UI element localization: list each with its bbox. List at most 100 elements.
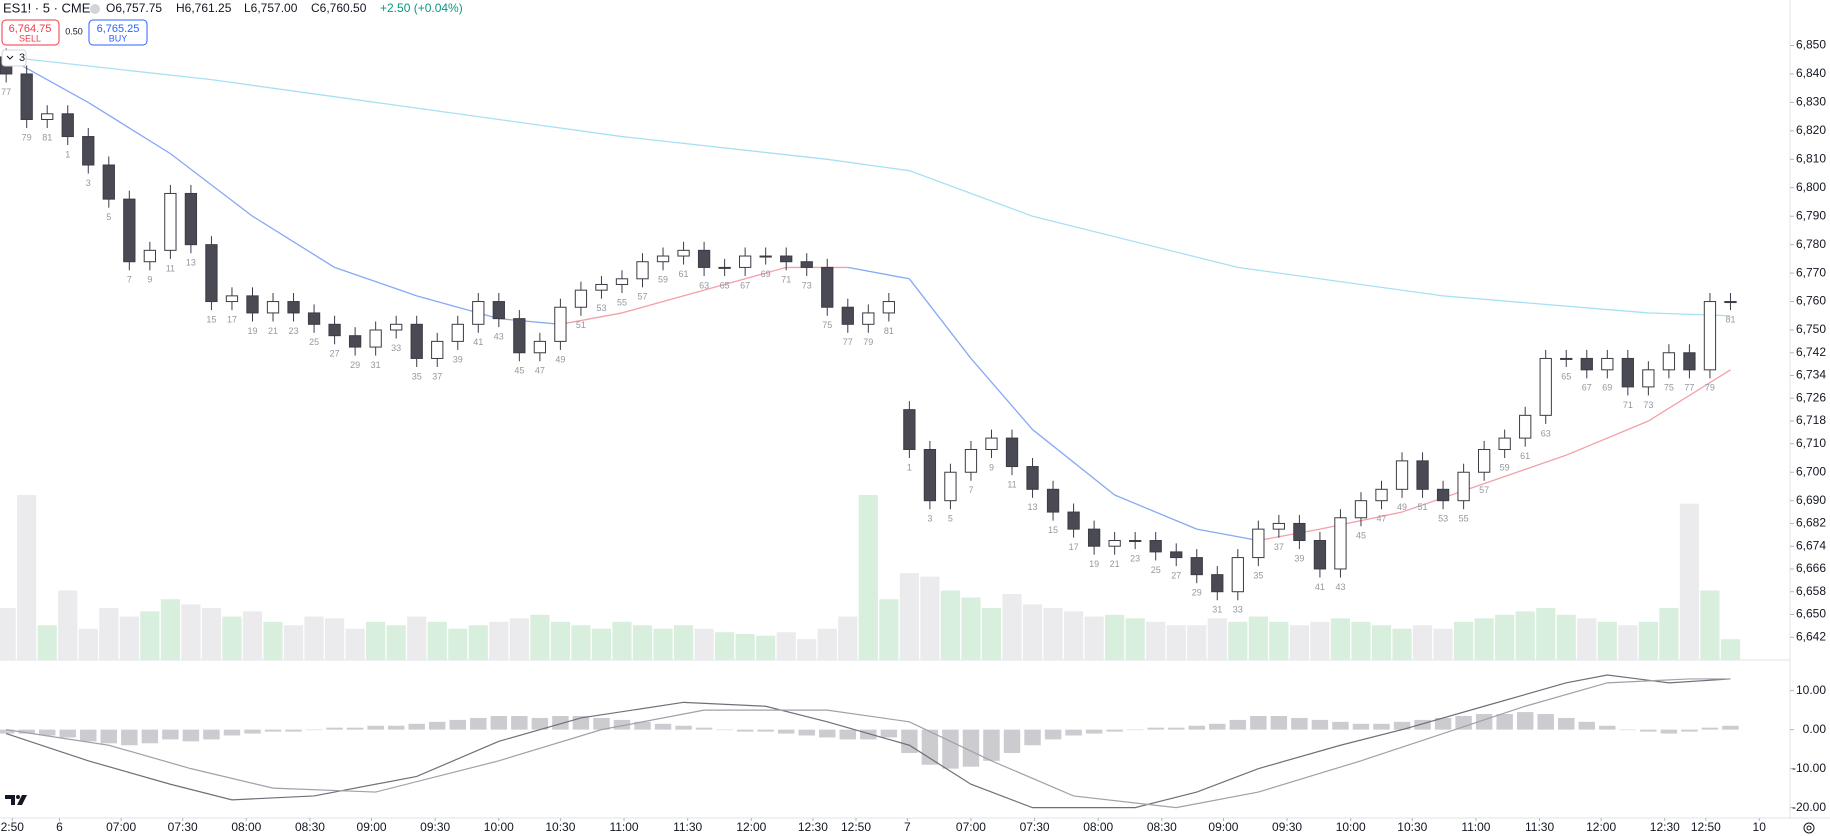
bar-count-label: 63 (1541, 428, 1551, 438)
candle-body (636, 261, 649, 280)
macd-histogram-bar (1332, 721, 1349, 730)
volume-bar (838, 616, 858, 660)
candle-body (985, 437, 998, 450)
volume-bar (1289, 625, 1309, 660)
bar-count-label: 5 (948, 514, 953, 524)
sell-price[interactable]: 6,764.75 (9, 23, 52, 35)
bar-count-label: 79 (1705, 383, 1715, 393)
gear-icon[interactable] (1803, 822, 1815, 834)
bar-count-label: 75 (1664, 383, 1674, 393)
volume-bar (1515, 611, 1535, 660)
candle-body (1416, 460, 1429, 490)
candle-body (1560, 357, 1573, 360)
macd-histogram-bar (1024, 729, 1041, 746)
bar-count-label: 29 (1192, 588, 1202, 598)
buy-button[interactable] (88, 19, 148, 46)
ma-fast-segment (1566, 420, 1649, 456)
macd-histogram-bar (1044, 729, 1062, 740)
candle-body (369, 329, 382, 348)
bar-count-label: 57 (638, 292, 648, 302)
candle-body (513, 318, 526, 354)
bar-count-label: 59 (658, 275, 668, 285)
candle-body (1231, 557, 1244, 593)
candle-body (615, 278, 629, 285)
bar-count-label: 31 (371, 360, 381, 370)
indicator-toggle[interactable] (1, 49, 27, 67)
candle-body (1621, 357, 1634, 388)
candle-body (61, 113, 74, 138)
x-tick-label: 08:30 (1147, 820, 1177, 834)
macd-histogram-bar (387, 725, 405, 730)
settings-icon[interactable] (1803, 822, 1815, 834)
chevron-icon[interactable] (6, 55, 14, 60)
ohlc-change: +2.50 (+0.04%) (380, 1, 463, 15)
candle-body (739, 255, 752, 268)
bar-count-label: 37 (1274, 542, 1284, 552)
volume-bar (1166, 625, 1186, 660)
x-tick-label: 10:00 (484, 820, 514, 834)
volume-bar (1495, 614, 1515, 660)
bar-count-label: 73 (1643, 400, 1653, 410)
macd-histogram-bar (490, 715, 508, 730)
x-tick-label: 09:30 (1272, 820, 1302, 834)
x-tick-label: 07:00 (106, 820, 136, 834)
gear-center[interactable] (1806, 825, 1812, 831)
candle-body (1334, 517, 1347, 570)
ma-slow-line (6, 56, 1731, 317)
volume-bar (1474, 618, 1494, 660)
volume-bar (571, 625, 591, 660)
y-tick-label: 6,780 (1796, 237, 1826, 251)
ma-fast-segment (252, 215, 335, 268)
sell-label[interactable]: SELL (19, 33, 41, 43)
macd-histogram-bar (1434, 717, 1452, 730)
volume-bar (222, 616, 242, 660)
bar-count-label: 5 (106, 212, 111, 222)
indicator-count[interactable]: 3 (19, 52, 25, 64)
candle-body (1005, 437, 1019, 468)
candle-body (390, 323, 403, 331)
macd-histogram-bar (1537, 714, 1554, 730)
macd-histogram-bar (613, 719, 631, 730)
y-tick-label: 6,726 (1796, 390, 1826, 404)
bar-count-label: 19 (247, 326, 257, 336)
y-tick-label: 6,760 (1796, 294, 1826, 308)
bar-count-label: 1 (65, 149, 70, 159)
candle-body (595, 283, 608, 291)
macd-histogram-bar (1722, 725, 1739, 730)
candle-body (1724, 301, 1737, 304)
macd-histogram-bar (39, 729, 56, 736)
bar-count-label: 81 (1725, 314, 1735, 324)
bar-count-label: 77 (1, 87, 11, 97)
buy-price[interactable]: 6,765.25 (97, 23, 140, 35)
candle-body (1436, 488, 1450, 502)
volume-bar (37, 625, 57, 660)
macd-histogram-bar (470, 717, 487, 730)
bar-count-label: 7 (127, 275, 132, 285)
candle-body (287, 301, 300, 314)
macd-histogram-bar (367, 725, 384, 730)
volume-bar (1207, 618, 1227, 660)
volume-bar (509, 618, 529, 660)
volume-bar (1248, 616, 1268, 660)
y-tick-label: -10.00 (1792, 761, 1826, 775)
y-tick-label: 6,674 (1796, 538, 1826, 552)
spread: 0.50 (65, 26, 83, 36)
volume-bar (1659, 607, 1679, 660)
volume-bar (160, 599, 180, 660)
macd-histogram-bar (1003, 729, 1021, 754)
volume-bar (78, 628, 98, 660)
macd-histogram-bar (675, 725, 692, 730)
volume-bar (1700, 590, 1720, 660)
macd-histogram-bar (59, 729, 76, 738)
macd-histogram-bar (346, 727, 364, 730)
y-tick-label: 6,666 (1796, 561, 1826, 575)
volume-bar (366, 621, 386, 660)
y-tick-label: 0.00 (1803, 722, 1827, 736)
sell-button[interactable] (1, 19, 60, 46)
volume-bar (756, 635, 776, 660)
bar-count-label: 75 (822, 320, 832, 330)
bar-count-label: 19 (1089, 559, 1099, 569)
buy-label[interactable]: BUY (109, 33, 128, 43)
ma-fast-segment (1032, 429, 1116, 496)
bar-count-label: 65 (1561, 371, 1571, 381)
